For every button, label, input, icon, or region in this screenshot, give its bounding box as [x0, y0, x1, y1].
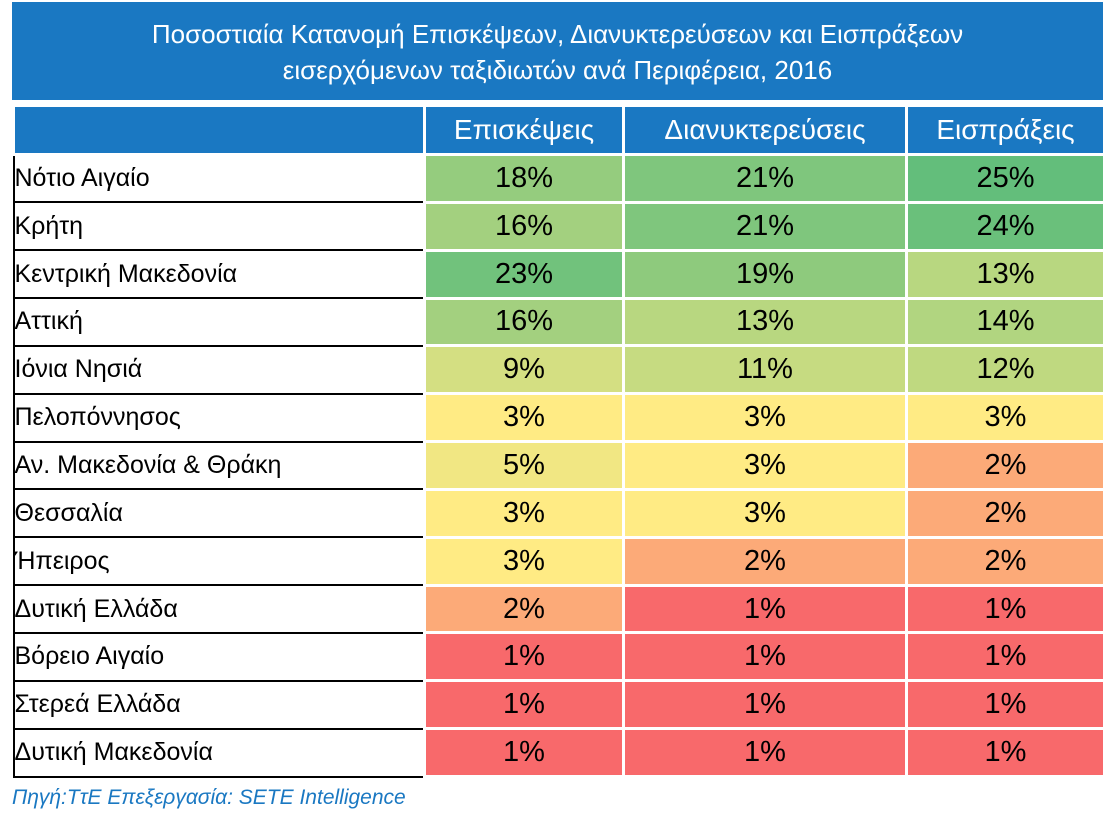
value-cell: 1% — [423, 679, 625, 731]
column-header: Επισκέψεις — [423, 104, 625, 156]
region-label: Ιόνια Νησιά — [12, 344, 426, 395]
value-cell: 25% — [905, 153, 1106, 204]
value-cell: 21% — [622, 200, 908, 252]
value-cell: 21% — [622, 153, 908, 204]
value-cell: 1% — [622, 583, 908, 635]
value-cell: 2% — [622, 535, 908, 587]
value-cell: 2% — [905, 487, 1106, 539]
region-label: Δυτική Ελλάδα — [12, 584, 426, 634]
value-cell: 16% — [423, 296, 625, 348]
value-cell: 16% — [423, 200, 625, 252]
region-label: Θεσσαλία — [12, 488, 426, 539]
table-row: Βόρειο Αιγαίο 1% 1% 1% — [12, 631, 1106, 683]
value-cell: 1% — [905, 583, 1106, 635]
value-cell: 13% — [622, 296, 908, 348]
table-row: Δυτική Ελλάδα 2% 1% 1% — [12, 583, 1106, 635]
value-cell: 1% — [905, 727, 1106, 778]
value-cell: 3% — [423, 487, 625, 539]
value-cell: 3% — [905, 392, 1106, 444]
table-row: Ήπειρος 3% 2% 2% — [12, 535, 1106, 587]
value-cell: 13% — [905, 248, 1106, 300]
value-cell: 24% — [905, 200, 1106, 252]
value-cell: 18% — [423, 153, 625, 204]
region-label: Νότιο Αιγαίο — [12, 153, 426, 204]
table-row: Πελοπόννησος 3% 3% 3% — [12, 392, 1106, 444]
title-line-1: Ποσοστιαία Κατανομή Επισκέψεων, Διανυκτε… — [151, 19, 964, 49]
value-cell: 1% — [622, 679, 908, 731]
value-cell: 1% — [905, 679, 1106, 731]
value-cell: 3% — [622, 487, 908, 539]
value-cell: 19% — [622, 248, 908, 300]
value-cell: 23% — [423, 248, 625, 300]
value-cell: 2% — [423, 583, 625, 635]
column-header: Διανυκτερεύσεις — [622, 104, 908, 156]
value-cell: 9% — [423, 344, 625, 396]
table-row: Δυτική Μακεδονία 1% 1% 1% — [12, 727, 1106, 778]
table-row: Ιόνια Νησιά 9% 11% 12% — [12, 344, 1106, 396]
value-cell: 5% — [423, 440, 625, 491]
value-cell: 1% — [622, 727, 908, 778]
value-cell: 1% — [905, 631, 1106, 683]
table-row: Αν. Μακεδονία & Θράκη 5% 3% 2% — [12, 440, 1106, 491]
table-row: Θεσσαλία 3% 3% 2% — [12, 487, 1106, 539]
value-cell: 3% — [622, 440, 908, 491]
value-cell: 1% — [423, 727, 625, 778]
heatmap-table: Επισκέψεις Διανυκτερεύσεις Εισπράξεις Νό… — [12, 104, 1106, 778]
value-cell: 3% — [423, 392, 625, 444]
region-label: Αν. Μακεδονία & Θράκη — [12, 440, 426, 491]
table-body: Νότιο Αιγαίο 18% 21% 25% Κρήτη 16% 21% 24% Κεντρ… — [12, 153, 1106, 778]
table-row: Κεντρική Μακεδονία 23% 19% 13% — [12, 248, 1106, 300]
value-cell: 1% — [423, 631, 625, 683]
table-row: Κρήτη 16% 21% 24% — [12, 200, 1106, 252]
region-label: Στερεά Ελλάδα — [12, 679, 426, 730]
header-corner — [12, 104, 426, 156]
source-note: Πηγή:ΤτΕ Επεξεργασία: SETE Intelligence — [12, 786, 406, 809]
value-cell: 2% — [905, 535, 1106, 587]
table-row: Νότιο Αιγαίο 18% 21% 25% — [12, 153, 1106, 204]
value-cell: 12% — [905, 344, 1106, 396]
chart-title: Ποσοστιαία Κατανομή Επισκέψεων, Διανυκτε… — [12, 2, 1103, 100]
region-label: Πελοπόννησος — [12, 392, 426, 443]
table-row: Στερεά Ελλάδα 1% 1% 1% — [12, 679, 1106, 731]
region-label: Κρήτη — [12, 201, 426, 252]
value-cell: 11% — [622, 344, 908, 396]
value-cell: 14% — [905, 296, 1106, 348]
region-label: Δυτική Μακεδονία — [12, 727, 426, 778]
value-cell: 3% — [423, 535, 625, 587]
region-label: Αττική — [12, 297, 426, 347]
value-cell: 3% — [622, 392, 908, 444]
value-cell: 2% — [905, 440, 1106, 491]
column-header: Εισπράξεις — [905, 104, 1106, 156]
value-cell: 1% — [622, 631, 908, 683]
title-line-2: εισερχόμενων ταξιδιωτών ανά Περιφέρεια, … — [282, 55, 833, 85]
region-label: Κεντρική Μακεδονία — [12, 249, 426, 300]
region-label: Βόρειο Αιγαίο — [12, 631, 426, 682]
table-row: Αττική 16% 13% 14% — [12, 296, 1106, 348]
header-row: Επισκέψεις Διανυκτερεύσεις Εισπράξεις — [12, 104, 1106, 156]
region-label: Ήπειρος — [12, 536, 426, 587]
